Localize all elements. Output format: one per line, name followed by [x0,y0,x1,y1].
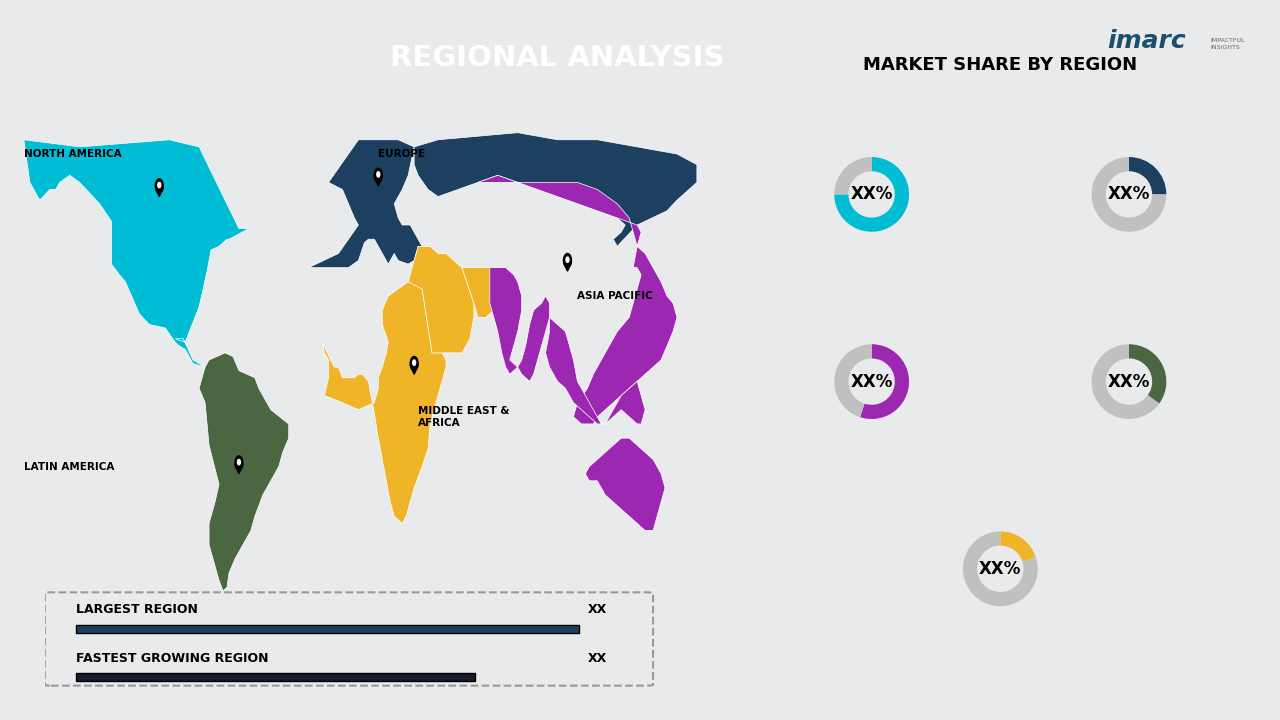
Text: XX%: XX% [1107,373,1151,390]
Wedge shape [1001,531,1036,562]
Text: XX%: XX% [850,373,893,390]
Wedge shape [835,157,909,232]
Circle shape [157,182,161,188]
Text: XX%: XX% [850,185,893,203]
Text: REGIONAL ANALYSIS: REGIONAL ANALYSIS [389,44,724,71]
Polygon shape [374,177,383,186]
Wedge shape [1092,157,1166,232]
Text: XX: XX [588,652,608,665]
Text: XX%: XX% [979,560,1021,577]
Text: XX: XX [588,603,608,616]
Circle shape [374,168,383,182]
Polygon shape [462,268,513,318]
Polygon shape [585,438,666,531]
Polygon shape [323,282,445,523]
Text: EUROPE: EUROPE [379,149,425,159]
Wedge shape [963,531,1038,606]
Circle shape [410,356,419,371]
Polygon shape [563,262,571,271]
Wedge shape [1129,157,1166,194]
Polygon shape [410,365,419,374]
Circle shape [155,179,164,193]
Circle shape [563,253,571,268]
Wedge shape [860,344,909,419]
Text: LARGEST REGION: LARGEST REGION [76,603,197,616]
Polygon shape [24,140,248,367]
Text: NORTH AMERICA: NORTH AMERICA [24,149,122,159]
FancyBboxPatch shape [76,673,475,681]
Polygon shape [490,268,549,382]
Circle shape [238,459,241,465]
Text: IMPACTFUL
INSIGHTS: IMPACTFUL INSIGHTS [1211,38,1245,50]
Text: MARKET SHARE BY REGION: MARKET SHARE BY REGION [863,55,1138,73]
Polygon shape [236,465,243,474]
FancyBboxPatch shape [76,626,580,633]
Polygon shape [545,318,645,424]
Wedge shape [1092,344,1160,419]
Polygon shape [408,246,474,353]
Wedge shape [1129,344,1166,404]
Circle shape [376,172,380,177]
Circle shape [412,360,416,365]
Text: MIDDLE EAST &
AFRICA: MIDDLE EAST & AFRICA [419,406,509,428]
Text: XX%: XX% [1107,185,1151,203]
Wedge shape [835,157,872,194]
Text: ASIA PACIFIC: ASIA PACIFIC [577,291,653,301]
Wedge shape [835,344,872,417]
Circle shape [236,456,243,470]
Text: imarc: imarc [1107,29,1187,53]
Polygon shape [200,353,289,591]
Polygon shape [477,175,677,424]
Polygon shape [415,132,696,246]
Text: FASTEST GROWING REGION: FASTEST GROWING REGION [76,652,268,665]
Polygon shape [308,140,422,268]
Polygon shape [155,188,164,197]
Circle shape [566,257,570,262]
Text: LATIN AMERICA: LATIN AMERICA [24,462,114,472]
